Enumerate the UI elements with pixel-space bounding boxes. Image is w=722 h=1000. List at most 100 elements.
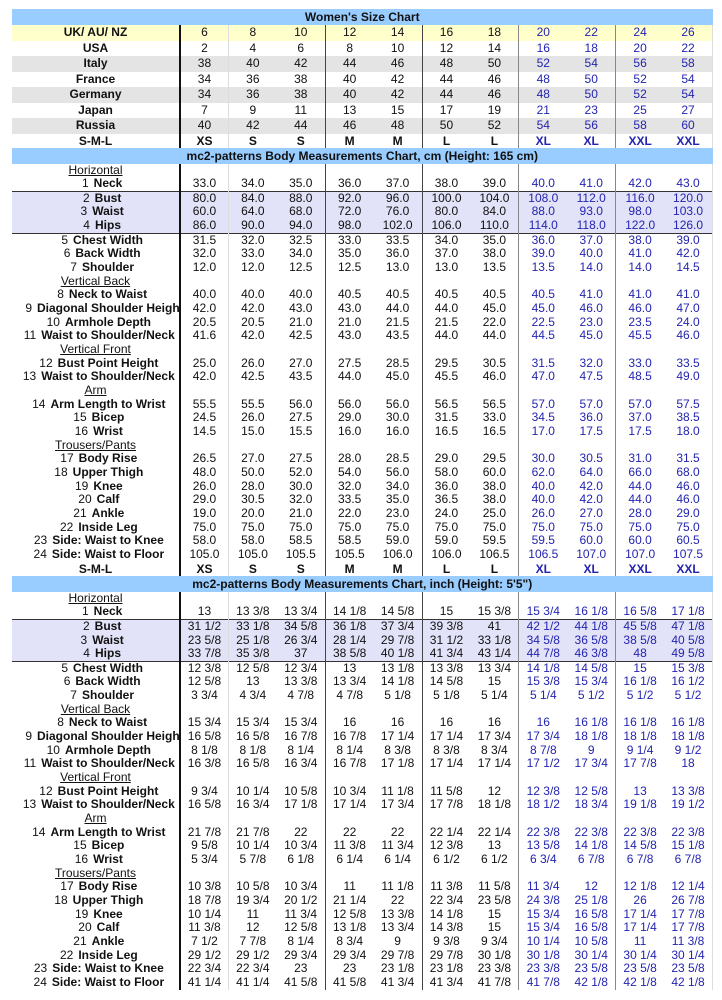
empty-cell <box>227 812 277 826</box>
measurement-label: 20 Calf <box>12 493 181 507</box>
size-value-cell: 6 7/8 <box>664 853 714 867</box>
size-value-cell: 11 1/8 <box>381 784 414 798</box>
size-value-cell: 86.0 <box>180 219 229 234</box>
size-value-cell: 50 <box>421 118 471 134</box>
size-value-cell: 47 1/8 <box>664 618 714 634</box>
size-value-cell: 16 1/8 <box>664 716 714 731</box>
size-value-cell: 58.0 <box>192 534 217 548</box>
size-value-cell: 22 <box>664 40 714 56</box>
size-value-cell: 11 <box>324 880 374 894</box>
size-value-cell: 24.0 <box>664 315 714 330</box>
size-value-cell: 37.0 <box>421 247 471 262</box>
measurement-row: 13 Waist to Shoulder/Neck 42.0 42.5 43.5 44.0… <box>12 370 714 384</box>
size-value-cell: 8 3/4 <box>324 934 374 949</box>
size-value-cell: 44.0 <box>615 493 665 507</box>
measurement-row: 6 Back Width 32.0 33.0 34.0 35.0 36.0 37.0 38.0 3… <box>12 247 714 262</box>
size-value-cell: 9 3/4 <box>191 784 218 798</box>
size-value-cell: XL <box>518 133 568 148</box>
measurement-row: 10 Armhole Depth 8 1/8 8 1/8 8 1/4 8 1/4 8 3/8… <box>12 743 714 758</box>
size-value-cell: 8 1/4 <box>324 743 374 758</box>
size-value-cell: 33.5 <box>664 356 714 371</box>
empty-cell <box>180 343 228 357</box>
measurement-number: 1 <box>81 177 89 191</box>
size-value-cell: 33.5 <box>324 493 374 507</box>
measurement-name: Side: Waist to Floor <box>51 975 165 989</box>
size-value-cell: 36.0 <box>518 232 568 248</box>
size-value-cell: 60.0 <box>180 205 229 220</box>
size-value-cell: 30 1/4 <box>574 948 608 962</box>
size-value-cell: 58.5 <box>289 534 313 548</box>
size-value-cell: 42.0 <box>192 370 217 384</box>
section-heading-text: Horizontal <box>68 591 123 605</box>
size-value-cell: 96.0 <box>373 190 423 206</box>
size-value-cell: 6 1/2 <box>421 853 471 867</box>
size-value-cell: 10 5/8 <box>227 880 277 894</box>
empty-cell <box>277 812 325 826</box>
size-value-cell: 34.0 <box>385 479 410 493</box>
measurement-label: 23 Side: Waist to Knee <box>12 534 181 548</box>
size-system-label: S-M-L <box>12 133 181 148</box>
size-value-cell: 21.0 <box>289 315 313 329</box>
measurement-label: 15 Bicep <box>12 411 181 425</box>
size-value-cell: 37 3/4 <box>373 618 423 634</box>
size-value-cell: 26 <box>664 25 714 41</box>
size-value-cell: 16 5/8 <box>615 605 665 620</box>
section-heading-row: Arm <box>12 812 714 826</box>
empty-cell <box>421 591 471 606</box>
size-value-cell: 106.5 <box>518 547 568 562</box>
size-value-cell: 18 7/8 <box>187 893 222 907</box>
size-value-cell: 12 <box>324 25 374 41</box>
size-value-cell: 15 3/4 <box>284 716 318 730</box>
measurement-number: 6 <box>63 675 71 689</box>
size-value-cell: 20 1/2 <box>284 893 318 907</box>
measurement-name: Shoulder <box>81 689 134 703</box>
size-value-cell: 21 7/8 <box>187 825 222 839</box>
size-value-cell: 8 3/8 <box>384 743 411 757</box>
size-value-cell: 75.0 <box>324 520 374 535</box>
size-value-cell: 20.0 <box>227 506 277 521</box>
size-value-cell: 8 3/4 <box>481 743 508 757</box>
size-value-cell: 58.0 <box>421 465 471 480</box>
size-value-cell: 23 5/8 <box>574 962 608 976</box>
measurement-label: 18 Upper Thigh <box>12 893 181 908</box>
size-value-cell: 17 1/8 <box>380 757 415 771</box>
size-value-cell: 46.0 <box>482 370 507 384</box>
empty-cell <box>374 703 422 717</box>
size-value-cell: 16 <box>421 716 471 731</box>
measurement-number: 21 <box>73 934 87 948</box>
size-value-cell: 47.5 <box>579 370 603 384</box>
empty-cell <box>227 591 277 606</box>
measurement-label: 13 Waist to Shoulder/Neck <box>12 798 181 813</box>
measurement-label: 19 Knee <box>12 479 181 494</box>
empty-cell <box>324 163 374 178</box>
size-value-cell: 17.5 <box>615 424 665 439</box>
empty-cell <box>470 703 518 717</box>
measurement-row: 13 Waist to Shoulder/Neck 16 5/8 16 3/4 17 1… <box>12 798 714 813</box>
size-value-cell: 2 <box>201 40 208 55</box>
size-value-cell: 13 3/4 <box>324 675 374 690</box>
empty-cell <box>180 439 228 453</box>
cm-chart-title: mc2-patterns Body Measurements Chart, cm… <box>12 147 713 164</box>
size-value-cell: M <box>392 561 403 576</box>
size-value-cell: 30.5 <box>482 356 507 370</box>
empty-cell <box>374 164 422 178</box>
size-value-cell: 58 <box>615 118 665 134</box>
size-value-cell: 15 3/4 <box>574 675 608 689</box>
empty-cell <box>277 343 325 357</box>
size-value-cell: 54 <box>567 56 616 72</box>
size-value-cell: 12 5/8 <box>187 675 222 689</box>
measurement-label: 9 Diagonal Shoulder Height <box>12 730 181 744</box>
size-value-cell: 27.5 <box>289 452 313 466</box>
size-value-cell: 35.0 <box>324 247 374 262</box>
size-value-cell: 46 <box>324 118 374 134</box>
size-value-cell: 12 5/8 <box>324 907 374 922</box>
inch-chart-title: mc2-patterns Body Measurements Chart, in… <box>12 575 713 592</box>
section-heading-text: Vertical Front <box>60 343 131 357</box>
womens-size-chart-table: Women's Size Chart UK/ AU/ NZ 6 8 10 12 14 16 18… <box>12 9 714 990</box>
empty-cell <box>664 591 714 606</box>
size-value-cell: 41.0 <box>664 288 714 303</box>
measurement-number: 16 <box>74 853 89 866</box>
size-value-cell: 43.5 <box>385 329 410 343</box>
measurement-row: 18 Upper Thigh 18 7/8 19 3/4 20 1/2 21 1/4 22 2… <box>12 893 714 908</box>
measurement-label: 3 Waist <box>12 633 181 648</box>
